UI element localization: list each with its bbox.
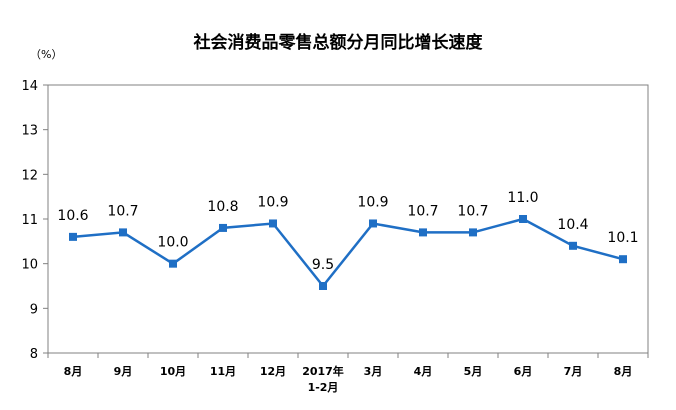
data-points <box>69 215 627 290</box>
data-point <box>369 219 377 228</box>
chart-title: 社会消费品零售总额分月同比增长速度 <box>193 32 484 53</box>
y-tick-label: 13 <box>21 124 38 139</box>
data-point <box>269 219 277 228</box>
data-label: 11.0 <box>507 190 538 206</box>
data-labels: 10.6 10.7 10.0 10.8 10.9 9.5 10.9 10.7 10.7 11.0 1… <box>57 190 638 273</box>
data-label: 10.7 <box>457 203 488 219</box>
data-label: 10.7 <box>107 203 138 219</box>
data-point <box>419 228 427 237</box>
x-tick-label: 7月 <box>564 365 583 378</box>
y-axis-unit: （%） <box>30 48 62 61</box>
x-tick-label: 6月 <box>514 365 533 378</box>
x-tick-label: 11月 <box>210 365 236 378</box>
data-label: 9.5 <box>312 257 334 273</box>
data-label: 10.1 <box>607 230 638 246</box>
x-tick-label: 3月 <box>364 365 383 378</box>
x-axis: 8月 9月 10月 11月 12月 2017年 1-2月 3月 4月 5月 6月 7月 8月 <box>47 353 649 394</box>
data-point <box>169 259 177 268</box>
data-label: 10.8 <box>207 199 238 215</box>
data-label: 10.4 <box>557 217 588 233</box>
data-point <box>69 232 77 241</box>
data-point <box>119 228 127 237</box>
y-tick-label: 8 <box>30 347 38 362</box>
data-label: 10.0 <box>157 235 188 251</box>
y-tick-label: 11 <box>21 213 38 228</box>
data-point <box>569 241 577 250</box>
y-tick-label: 10 <box>21 258 38 273</box>
x-tick-label: 1-2月 <box>308 381 339 394</box>
x-tick-label: 10月 <box>160 365 186 378</box>
y-axis: 8 9 10 11 12 13 14 <box>21 79 48 362</box>
data-label: 10.9 <box>357 194 388 210</box>
x-tick-label: 2017年 <box>302 364 344 378</box>
y-tick-label: 12 <box>21 168 38 183</box>
data-point <box>619 255 627 264</box>
x-tick-label: 8月 <box>64 365 83 378</box>
data-label: 10.6 <box>57 208 88 224</box>
data-point <box>469 228 477 237</box>
x-tick-label: 12月 <box>260 365 286 378</box>
data-point <box>219 223 227 232</box>
series-line <box>72 217 624 289</box>
data-point <box>319 282 327 290</box>
x-tick-label: 8月 <box>614 365 633 378</box>
y-tick-label: 9 <box>30 302 38 317</box>
data-label: 10.7 <box>407 203 438 219</box>
y-tick-label: 14 <box>21 79 38 94</box>
x-tick-label: 5月 <box>464 365 483 378</box>
data-point <box>519 215 527 223</box>
x-tick-label: 9月 <box>114 365 133 378</box>
data-label: 10.9 <box>257 194 288 210</box>
x-tick-label: 4月 <box>414 365 433 378</box>
